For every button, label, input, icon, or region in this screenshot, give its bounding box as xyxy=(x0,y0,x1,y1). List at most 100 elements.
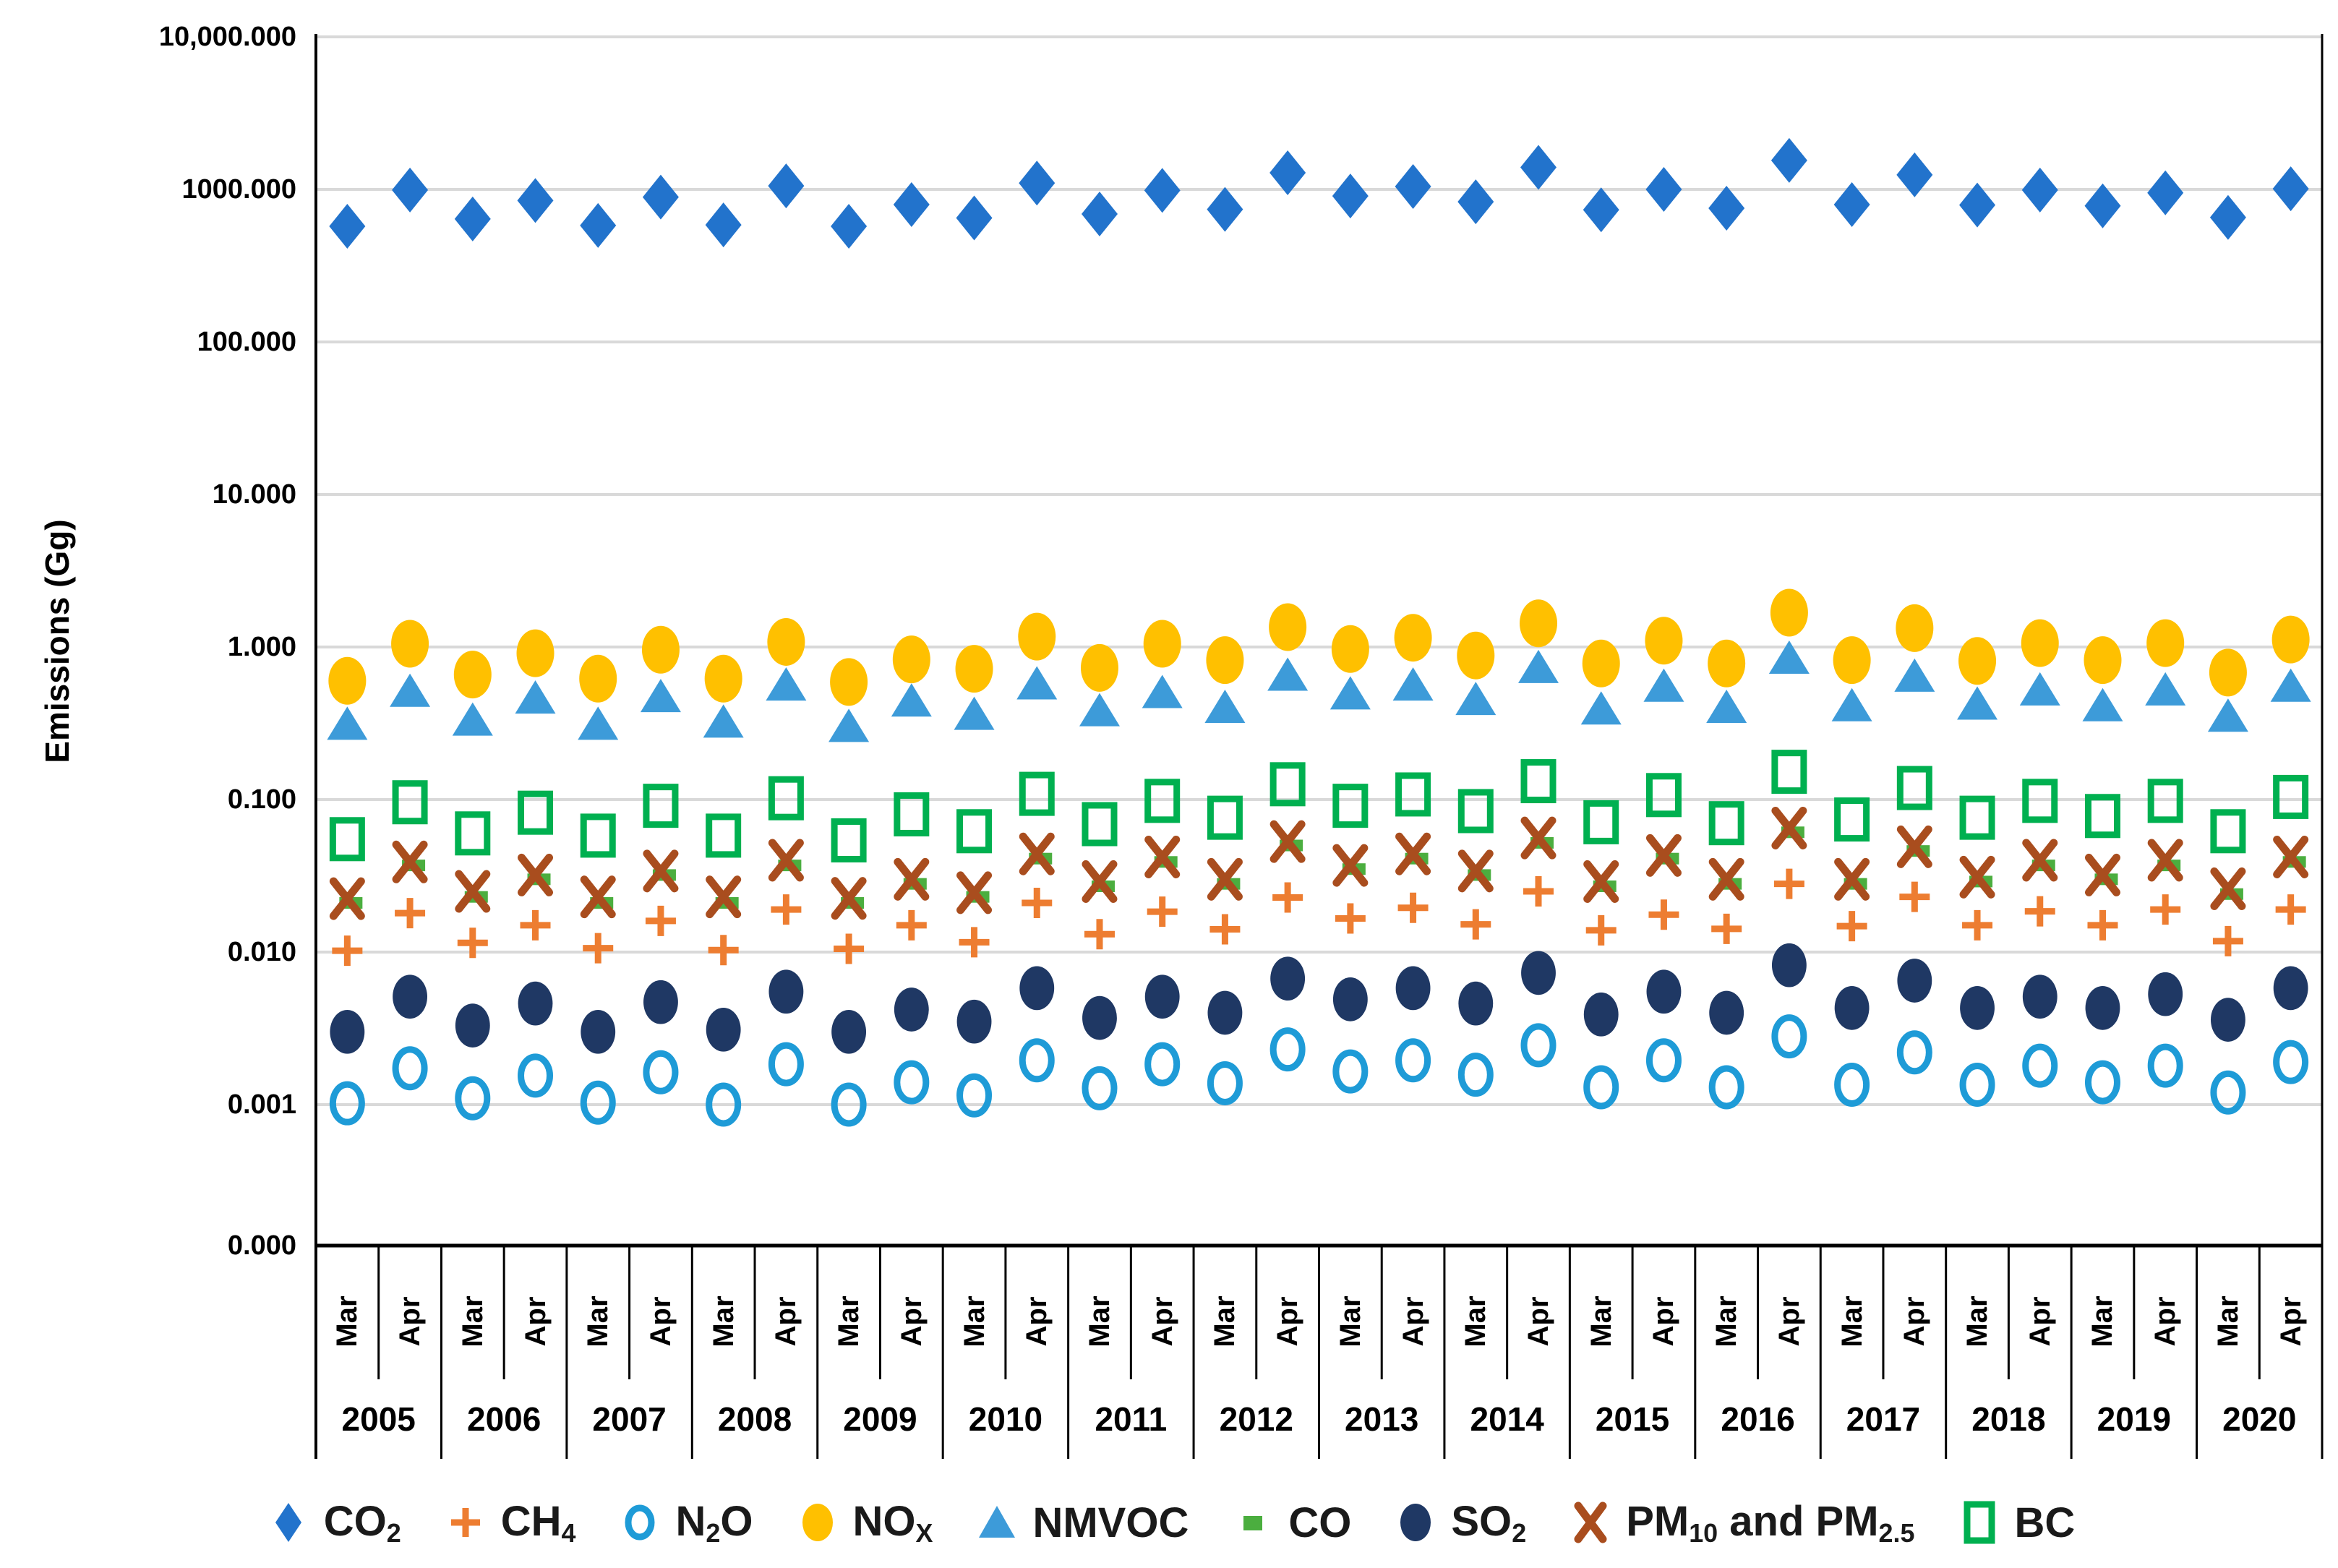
so2-marker xyxy=(1583,992,1619,1037)
pm-marker xyxy=(1583,860,1619,903)
y-tick-label: 10,000.000 xyxy=(158,22,296,52)
bc-marker xyxy=(831,818,867,862)
so2-marker xyxy=(1897,959,1932,1003)
bc-marker xyxy=(643,784,679,828)
n2o-marker xyxy=(2084,1060,2120,1105)
bc-marker xyxy=(1457,789,1494,834)
nmvoc-marker xyxy=(1768,640,1810,674)
pm-marker xyxy=(1896,825,1932,868)
nmvoc-marker xyxy=(1518,649,1559,683)
nox-marker xyxy=(1394,614,1432,662)
ch4-marker xyxy=(2212,925,2243,956)
co2-marker xyxy=(1645,167,1682,212)
nox-marker xyxy=(641,625,680,674)
nmvoc-marker xyxy=(515,680,556,714)
pm-marker xyxy=(518,853,554,896)
nmvoc-marker xyxy=(828,708,870,742)
year-label: 2016 xyxy=(1721,1400,1795,1438)
ch4-marker xyxy=(708,935,739,966)
month-label: Apr xyxy=(519,1296,552,1347)
so2-marker xyxy=(1960,985,1995,1030)
n2o-marker xyxy=(2022,1043,2058,1088)
so2-marker xyxy=(643,980,678,1024)
bc-marker xyxy=(1520,759,1556,804)
pm-marker xyxy=(2210,867,2246,910)
nmvoc-marker xyxy=(1957,686,1998,720)
nmvoc-marker xyxy=(1643,668,1684,702)
co2-marker xyxy=(1269,150,1306,196)
legend-item-bc: BC xyxy=(1954,1497,2075,1548)
co2-marker xyxy=(642,174,679,220)
month-label: Apr xyxy=(1648,1296,1680,1347)
so2-marker xyxy=(393,974,427,1019)
co2-marker xyxy=(1520,145,1557,190)
so2-marker xyxy=(1771,943,1807,988)
nox-marker xyxy=(2146,619,2185,667)
so2-marker xyxy=(706,1007,741,1052)
co2-marker xyxy=(1332,173,1369,219)
nmvoc-marker xyxy=(452,702,493,736)
n2o-legend-icon xyxy=(625,1504,655,1541)
n2o-marker xyxy=(455,1076,491,1121)
ch4-marker xyxy=(1836,911,1867,942)
month-label: Apr xyxy=(770,1296,802,1347)
y-tick-label: 1000.000 xyxy=(181,174,297,205)
co2-marker xyxy=(1770,137,1807,183)
n2o-marker xyxy=(1771,1014,1807,1059)
co2-marker xyxy=(580,202,617,248)
year-label: 2014 xyxy=(1470,1400,1544,1438)
legend-label-so2: SO2 xyxy=(1451,1497,1527,1548)
month-label: Apr xyxy=(2024,1296,2056,1347)
co2-marker xyxy=(831,204,868,249)
year-label: 2013 xyxy=(1345,1400,1419,1438)
pm-marker xyxy=(706,875,742,919)
month-label: Apr xyxy=(1146,1296,1178,1347)
co2-marker xyxy=(1144,168,1181,213)
ch4-marker xyxy=(1523,876,1554,907)
co2-marker xyxy=(517,178,554,223)
bc-marker xyxy=(518,790,554,835)
nox-marker xyxy=(1896,604,1934,652)
bc-marker xyxy=(2022,779,2058,823)
pm-marker xyxy=(1708,857,1744,901)
n2o-marker xyxy=(831,1082,867,1127)
pm-marker xyxy=(2022,839,2058,882)
nmvoc-marker xyxy=(327,706,368,740)
nox-marker xyxy=(1958,637,1997,685)
legend-item-n2o: N2O xyxy=(615,1497,753,1548)
n2o-marker xyxy=(956,1073,993,1118)
so2-marker xyxy=(1332,977,1368,1021)
month-label: Apr xyxy=(1397,1296,1429,1347)
pm-marker xyxy=(2273,835,2309,878)
so2-marker xyxy=(1395,966,1431,1011)
ch4-marker xyxy=(583,933,614,964)
pm-marker xyxy=(643,849,679,893)
bc-marker xyxy=(1959,795,1995,840)
month-label: Mar xyxy=(456,1295,489,1348)
nox-marker xyxy=(1143,620,1181,668)
nox-marker xyxy=(1520,599,1558,648)
pm-marker xyxy=(1019,832,1055,875)
ch4-marker xyxy=(2150,894,2181,925)
bc-marker xyxy=(455,811,491,856)
nmvoc-marker xyxy=(1204,689,1246,723)
n2o-marker xyxy=(2147,1043,2183,1088)
month-label: Apr xyxy=(2274,1296,2307,1347)
so2-marker xyxy=(455,1003,490,1048)
n2o-marker xyxy=(1520,1023,1556,1068)
ch4-marker xyxy=(1899,881,1930,912)
bc-marker xyxy=(956,809,993,854)
ch4-marker xyxy=(834,933,865,964)
so2-marker xyxy=(1082,995,1117,1040)
nmvoc-marker xyxy=(640,679,681,713)
co2-marker xyxy=(893,182,930,228)
ch4-marker xyxy=(2087,909,2118,941)
so2-marker xyxy=(1019,966,1055,1011)
legend-item-nmvoc: NMVOC xyxy=(972,1497,1189,1548)
nox-marker xyxy=(830,658,868,706)
year-label: 2012 xyxy=(1219,1400,1293,1438)
month-label: Apr xyxy=(2149,1296,2182,1347)
so2-marker xyxy=(1646,969,1682,1014)
co2-marker xyxy=(1081,192,1118,237)
